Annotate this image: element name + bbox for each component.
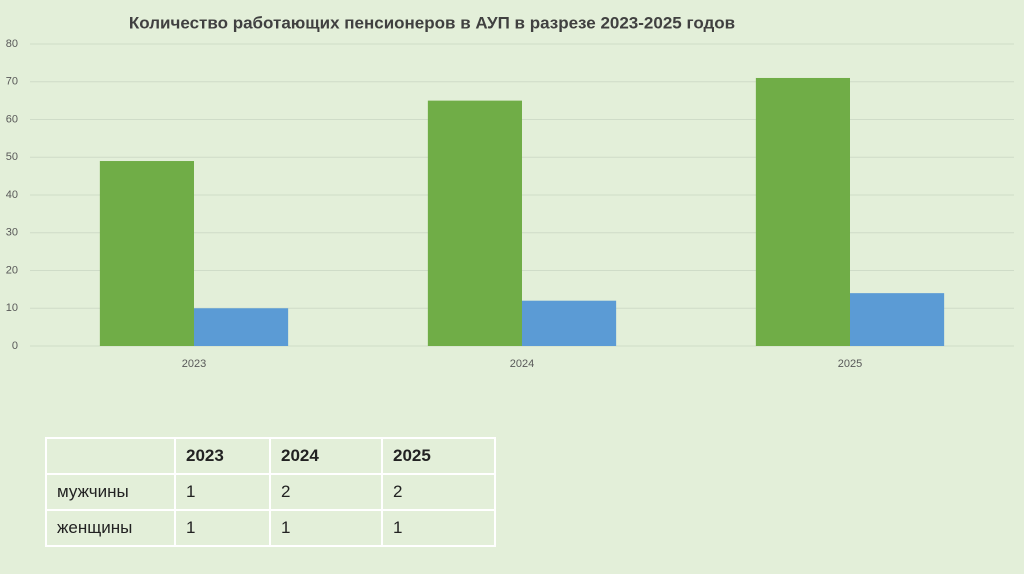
bar — [755, 77, 850, 346]
bar — [522, 300, 617, 346]
table-cell: 1 — [381, 509, 496, 547]
chart-title: Количество работающих пенсионеров в АУП … — [129, 13, 735, 32]
table-row: мужчины 1 2 2 — [45, 473, 496, 511]
bar — [99, 161, 194, 346]
y-tick-label: 60 — [6, 113, 18, 125]
row-label: женщины — [45, 509, 176, 547]
header-row: 2023 2024 2025 — [45, 437, 496, 475]
corner-cell — [45, 437, 176, 475]
y-tick-label: 20 — [6, 264, 18, 276]
data-table: 2023 2024 2025 мужчины 1 2 2 женщины 1 1 1 — [45, 437, 496, 547]
column-header: 2024 — [269, 437, 383, 475]
table-cell: 2 — [381, 473, 496, 511]
x-tick-label: 2024 — [510, 358, 534, 370]
y-tick-label: 40 — [6, 189, 18, 201]
table-body: мужчины 1 2 2 женщины 1 1 1 — [45, 473, 496, 547]
y-tick-label: 0 — [12, 340, 18, 352]
table-cell: 1 — [269, 509, 383, 547]
x-tick-label: 2023 — [182, 358, 206, 370]
y-tick-label: 80 — [6, 38, 18, 50]
column-header: 2025 — [381, 437, 496, 475]
chart: Количество работающих пенсионеров в АУП … — [6, 13, 1014, 370]
table-row: женщины 1 1 1 — [45, 509, 496, 547]
y-tick-label: 70 — [6, 76, 18, 88]
x-tick-label: 2025 — [838, 358, 862, 370]
y-tick-label: 50 — [6, 151, 18, 163]
bar — [850, 293, 945, 346]
y-tick-label: 10 — [6, 302, 18, 314]
bar — [427, 100, 522, 346]
bar — [194, 308, 289, 346]
table-header: 2023 2024 2025 — [45, 437, 496, 475]
table-cell: 1 — [174, 509, 271, 547]
row-label: мужчины — [45, 473, 176, 511]
table-cell: 2 — [269, 473, 383, 511]
table-cell: 1 — [174, 473, 271, 511]
y-tick-label: 30 — [6, 227, 18, 239]
column-header: 2023 — [174, 437, 271, 475]
